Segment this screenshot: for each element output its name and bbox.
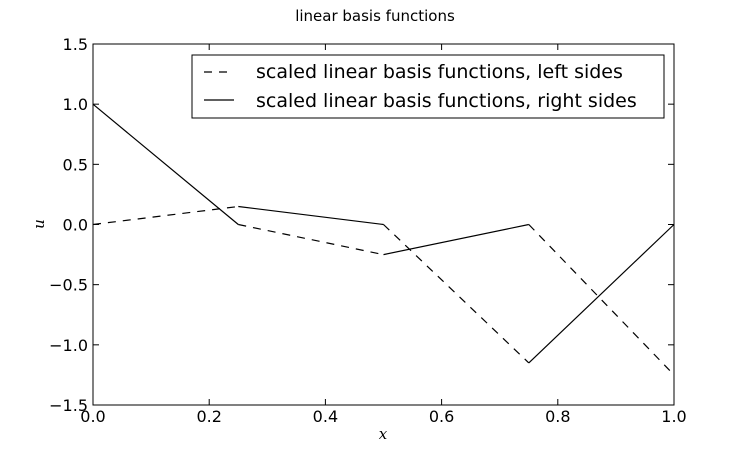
y-tick-label: 0.5 [63,155,88,174]
series-0-segment-3 [528,224,675,376]
x-tick-label: 1.0 [661,407,686,426]
y-tick-label: −0.5 [49,276,88,295]
chart-title: linear basis functions [295,7,455,25]
axis-ticks: 0.0 0.2 0.4 0.6 0.8 1.0 −1.5 −1.0 −0.5 0.0 0.5 1.0 1… [49,35,687,426]
y-tick-label: −1.5 [49,396,88,415]
series-0-segment-2 [383,224,530,364]
y-tick-label: 0.0 [63,216,88,235]
series-1-segment-3 [528,224,675,364]
y-tick-label: 1.5 [63,35,88,54]
legend-box [191,54,665,119]
x-tick-label: 0.2 [196,407,221,426]
x-tick-label: 0.6 [429,407,454,426]
x-tick-label: 0.0 [80,407,105,426]
y-tick-label: 1.0 [63,95,88,114]
series-1-segment-2 [383,223,529,256]
series-0-segment-1 [238,223,384,256]
plot-area [92,103,675,376]
y-tick-label: −1.0 [49,336,88,355]
legend: scaled linear basis functions, left side… [191,54,665,119]
legend-label-right-sides: scaled linear basis functions, right sid… [256,90,637,112]
legend-label-left-sides: scaled linear basis functions, left side… [256,61,623,83]
x-tick-label: 0.8 [545,407,570,426]
series-0-segment-0 [92,205,239,226]
series-1-segment-1 [238,205,384,226]
series-1-segment-0 [92,103,239,225]
x-tick-label: 0.4 [313,407,338,426]
x-axis-label: x [379,425,388,443]
y-axis-label: u [30,219,48,229]
